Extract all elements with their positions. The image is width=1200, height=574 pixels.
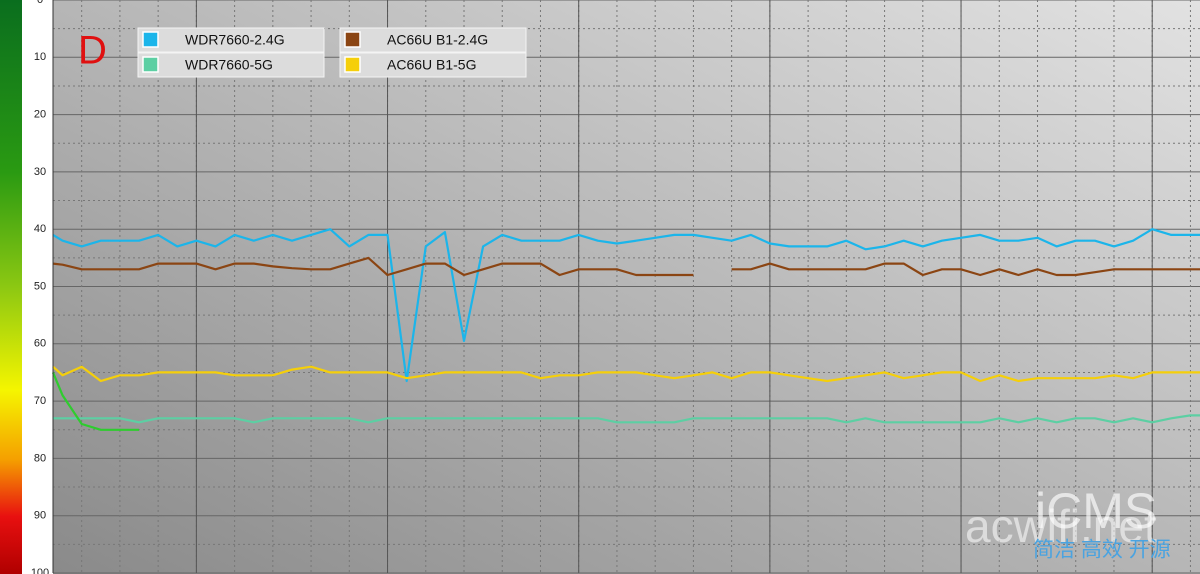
legend-swatch bbox=[344, 56, 361, 73]
y-tick-label: 0 bbox=[37, 0, 43, 6]
legend-label: AC66U B1-2.4G bbox=[387, 32, 488, 48]
series-line bbox=[51, 371, 139, 431]
legend-swatch bbox=[142, 31, 159, 48]
y-tick-label: 20 bbox=[34, 109, 46, 121]
watermark: iCMS bbox=[1035, 483, 1157, 539]
y-tick-label: 70 bbox=[34, 395, 46, 407]
series-line bbox=[52, 228, 1200, 383]
y-tick-label: 40 bbox=[34, 223, 46, 235]
legend-box bbox=[339, 27, 527, 53]
y-tick-label: 80 bbox=[34, 452, 46, 464]
series-line bbox=[52, 365, 1200, 383]
y-tick-label: 50 bbox=[34, 280, 46, 292]
color-bar bbox=[0, 0, 22, 574]
legend-box bbox=[137, 52, 325, 78]
annotation: D bbox=[78, 29, 107, 73]
watermark: 简洁 高效 开源 bbox=[1033, 539, 1171, 562]
legend-label: AC66U B1-5G bbox=[387, 57, 476, 73]
y-tick-label: 90 bbox=[34, 510, 46, 522]
legend-box bbox=[339, 52, 527, 78]
series-line bbox=[53, 414, 1200, 424]
series-line bbox=[52, 256, 1200, 277]
legend-label: WDR7660-2.4G bbox=[185, 32, 285, 48]
y-tick-label: 100 bbox=[31, 567, 49, 574]
y-tick-label: 10 bbox=[34, 51, 46, 63]
legend-swatch bbox=[344, 31, 361, 48]
legend-swatch bbox=[142, 56, 159, 73]
y-tick-label: 60 bbox=[34, 338, 46, 350]
legend-box bbox=[137, 27, 325, 53]
legend-label: WDR7660-5G bbox=[185, 57, 273, 73]
y-tick-label: 30 bbox=[34, 166, 46, 178]
watermark: acwifi.net bbox=[965, 500, 1157, 552]
